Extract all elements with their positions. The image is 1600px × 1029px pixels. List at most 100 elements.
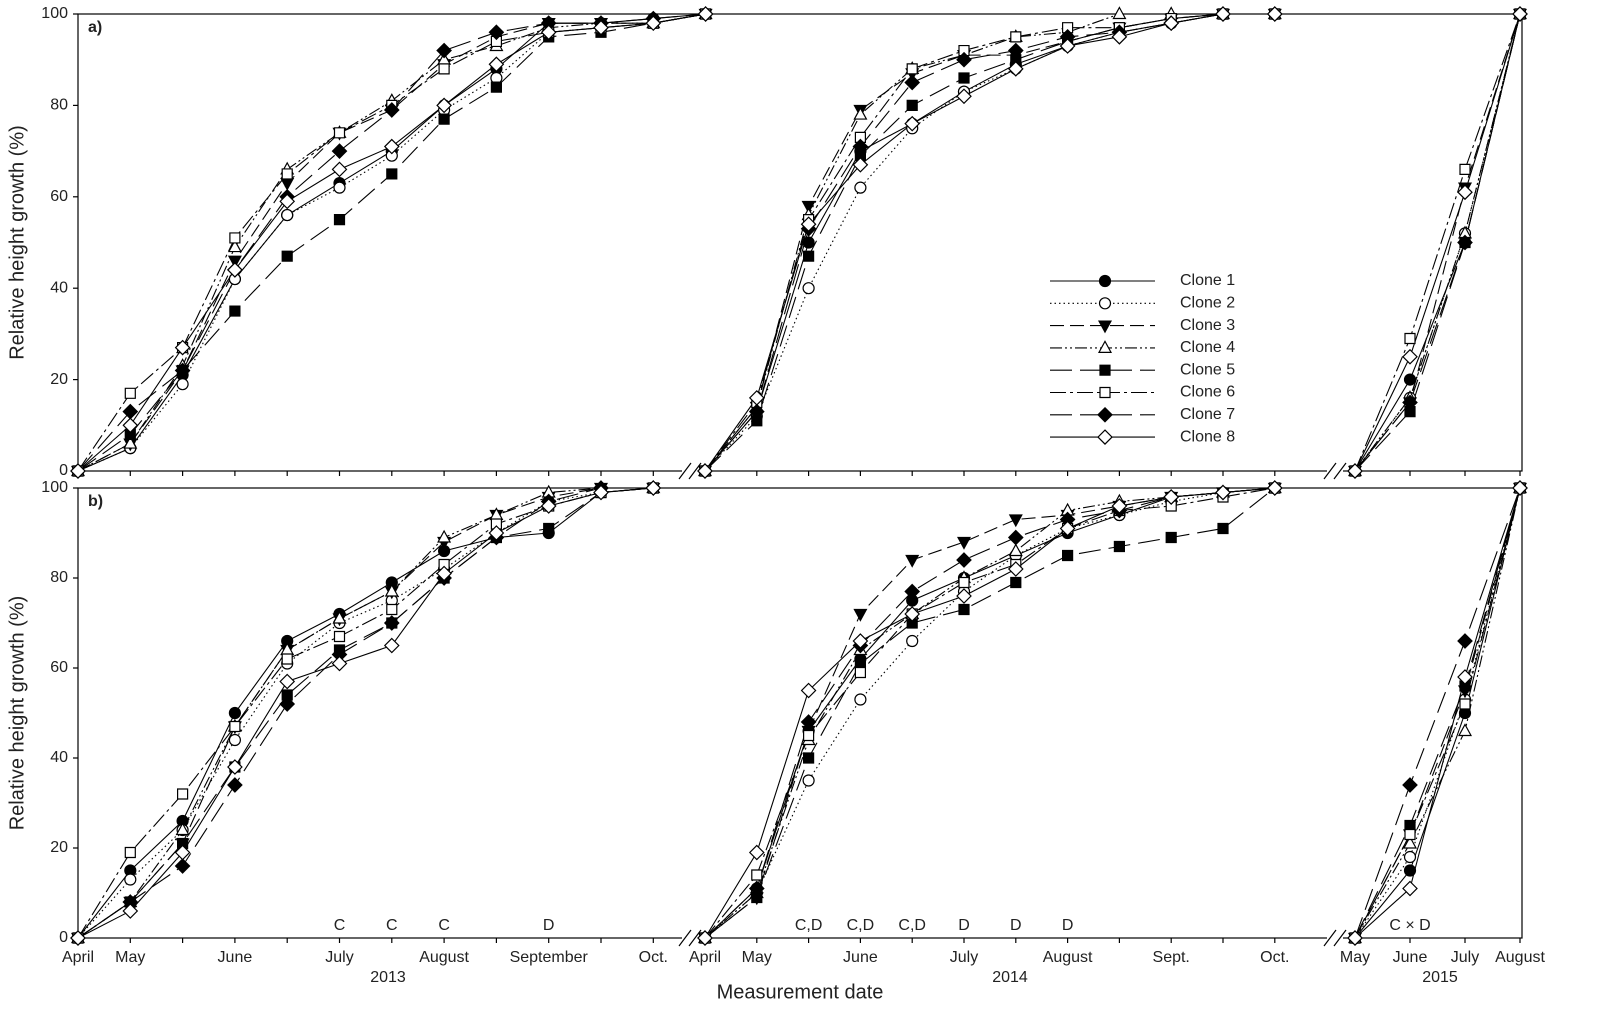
marker: [748, 390, 765, 406]
marker: [331, 655, 348, 672]
x-tick-label: August: [1043, 949, 1093, 966]
marker: [1457, 723, 1473, 737]
marker: [384, 583, 399, 597]
series-line: [1354, 13, 1521, 472]
marker: [854, 181, 867, 194]
series-line: [1354, 487, 1521, 939]
marker: [1163, 15, 1180, 31]
legend-marker: [1098, 274, 1112, 288]
y-tick-label: 100: [41, 479, 68, 496]
series-line: [77, 487, 654, 939]
panel-label: b): [88, 493, 103, 510]
marker: [124, 846, 136, 859]
series-line: [1354, 13, 1521, 472]
series-line: [1354, 487, 1521, 939]
marker: [1061, 22, 1074, 34]
y-axis-label: Relative height growth (%): [6, 125, 28, 360]
marker: [802, 729, 815, 742]
marker: [1007, 561, 1024, 577]
marker: [748, 403, 765, 420]
annotation: D: [543, 917, 555, 934]
axis-break: [678, 929, 692, 947]
marker: [1217, 522, 1229, 535]
marker: [123, 435, 138, 449]
y-tick-label: 0: [59, 929, 68, 946]
marker: [800, 682, 817, 699]
marker: [174, 858, 191, 874]
series-line: [77, 487, 654, 939]
marker: [1457, 234, 1473, 251]
marker: [1402, 394, 1418, 411]
annotation: C: [386, 917, 398, 934]
series-line: [77, 487, 654, 939]
marker: [279, 193, 296, 210]
annotation: C,D: [898, 917, 926, 934]
marker: [802, 752, 815, 764]
axis-break: [688, 462, 702, 480]
axis-break-gap: [1327, 935, 1343, 941]
series-line: [77, 13, 706, 472]
x-tick-label: July: [1451, 949, 1479, 966]
annotation: D: [1062, 917, 1074, 934]
x-tick-label: April: [689, 949, 721, 966]
marker: [437, 529, 452, 543]
annotation: C,D: [847, 917, 875, 934]
legend-marker: [1098, 297, 1112, 310]
annotation: C × D: [1389, 917, 1430, 934]
marker: [281, 208, 294, 222]
y-tick-label: 20: [50, 839, 68, 856]
marker: [854, 666, 867, 679]
axis-break: [688, 929, 702, 947]
marker: [1007, 60, 1024, 77]
marker: [229, 232, 241, 244]
marker: [333, 630, 346, 643]
series-line: [77, 487, 654, 939]
marker: [751, 869, 763, 881]
axis-break: [1323, 462, 1337, 480]
marker: [176, 378, 189, 391]
x-tick-label: August: [1495, 949, 1545, 966]
marker: [177, 788, 189, 800]
annotation: C: [438, 917, 450, 934]
marker: [124, 873, 137, 886]
marker: [281, 168, 293, 180]
marker: [801, 200, 816, 214]
series-line: [1354, 487, 1521, 939]
marker: [1215, 6, 1231, 22]
marker: [1007, 42, 1024, 59]
marker: [852, 633, 869, 649]
marker: [227, 255, 242, 269]
marker: [1111, 498, 1128, 514]
x-tick-label: July: [950, 949, 978, 966]
series-line: [704, 487, 1275, 939]
marker: [1403, 850, 1417, 864]
marker: [386, 168, 398, 180]
series-line: [704, 487, 1275, 939]
marker: [956, 536, 972, 550]
marker: [853, 106, 868, 120]
marker: [1512, 6, 1528, 22]
marker: [1215, 484, 1231, 501]
marker: [333, 127, 346, 139]
marker: [1457, 184, 1473, 201]
marker: [383, 138, 400, 155]
marker: [906, 63, 918, 75]
y-tick-label: 60: [50, 188, 68, 205]
marker: [906, 99, 918, 112]
marker: [228, 733, 241, 747]
marker: [1457, 633, 1473, 649]
marker: [227, 239, 242, 253]
marker: [177, 837, 189, 850]
marker: [905, 554, 920, 568]
marker: [800, 216, 817, 233]
marker: [1404, 828, 1416, 841]
marker: [1402, 777, 1418, 793]
legend-label: Clone 5: [1180, 361, 1235, 378]
marker: [281, 250, 293, 262]
series-line: [1354, 487, 1521, 939]
marker: [593, 484, 609, 501]
marker: [1266, 480, 1283, 496]
marker: [958, 44, 970, 57]
marker: [1402, 835, 1418, 849]
marker: [748, 880, 765, 897]
